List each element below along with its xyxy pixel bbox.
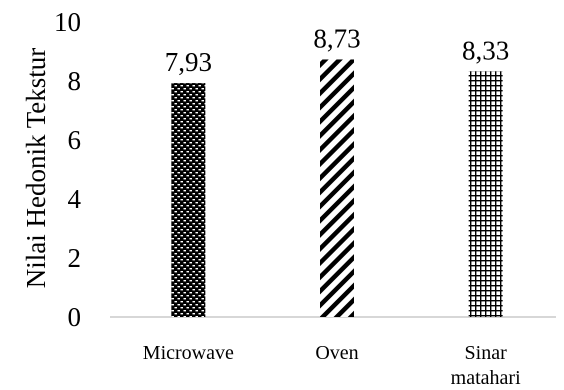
y-tick-label: 6 xyxy=(68,125,82,155)
bar-oven xyxy=(320,59,354,318)
y-tick-label: 10 xyxy=(54,7,81,37)
data-label: 8,33 xyxy=(462,35,509,65)
data-label: 7,93 xyxy=(165,47,212,77)
x-tick-label: Sinar matahari xyxy=(451,342,521,389)
bar-microwave xyxy=(171,83,206,317)
y-tick-label: 2 xyxy=(68,243,82,273)
y-tick-label: 8 xyxy=(68,66,82,96)
data-label: 8,73 xyxy=(313,23,360,53)
bar-sinar-matahari xyxy=(468,71,503,317)
x-tick-label: Oven xyxy=(315,342,358,364)
bars-group xyxy=(171,59,503,318)
category-labels-group: Microwave Oven Sinar matahari xyxy=(143,342,521,389)
y-axis-ticks: 0 2 4 6 8 10 xyxy=(54,7,82,332)
data-labels-group: 7,93 8,73 8,33 xyxy=(165,23,510,77)
y-tick-label: 4 xyxy=(68,184,82,214)
y-axis-title: Nilai Hedonik Tekstur xyxy=(21,48,51,289)
y-tick-label: 0 xyxy=(68,302,82,332)
x-tick-label: Microwave xyxy=(143,342,234,364)
